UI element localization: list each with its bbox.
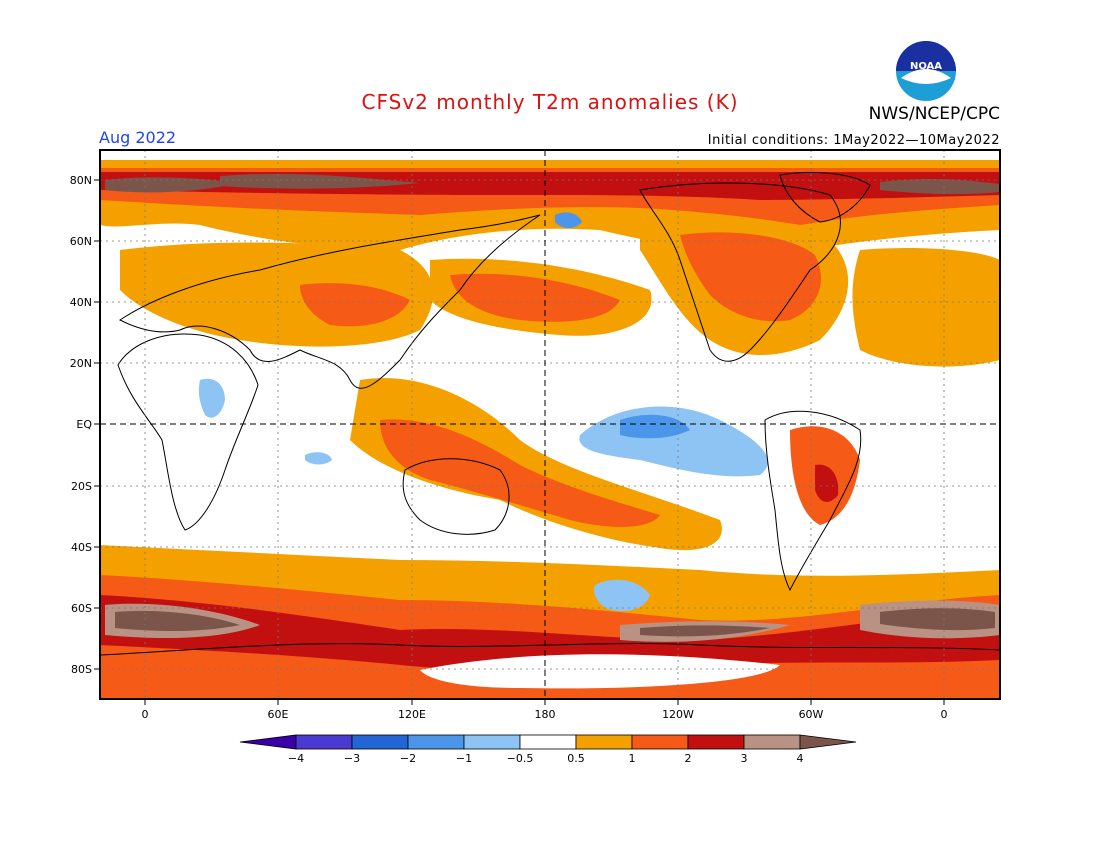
- lat-label: 20S: [71, 480, 92, 493]
- lat-label: 40N: [70, 296, 92, 309]
- lon-label: 120W: [662, 708, 694, 721]
- colorbar-swatch: [295, 734, 353, 750]
- initial-conditions: Initial conditions: 1May2022—10May2022: [707, 133, 1000, 148]
- colorbar-tick-label: 3: [741, 752, 748, 765]
- lat-label: 80S: [71, 663, 92, 676]
- southern-ocean-warm-4: [105, 600, 1000, 642]
- noaa-logo-icon: NOAA: [896, 41, 956, 101]
- colorbar-tick-label: 2: [685, 752, 692, 765]
- southern-ocean-warm-3: [100, 595, 1000, 671]
- lat-label: 20N: [70, 357, 92, 370]
- antarctica-outline: [100, 643, 1000, 656]
- colorbar-tick-label: −3: [344, 752, 360, 765]
- lon-label: 60W: [799, 708, 824, 721]
- south-america-warm-2: [815, 464, 839, 502]
- lat-label: EQ: [76, 418, 92, 431]
- colorbar-tick-label: 0.5: [567, 752, 585, 765]
- lon-label: 0: [941, 708, 948, 721]
- coastlines: [100, 171, 1000, 656]
- antarctic-neutral: [420, 654, 780, 689]
- lon-label: 120E: [398, 708, 426, 721]
- colorbar: −4 −3 −2 −1 −0.5 0.5 1 2 3 4: [239, 734, 857, 765]
- lat-label: 80N: [70, 174, 92, 187]
- colorbar-tick-label: 4: [797, 752, 804, 765]
- colorbar-max-arrow: [799, 734, 857, 750]
- equator-dateline: [100, 150, 1000, 699]
- africa-outline: [117, 333, 259, 531]
- lat-label: 40S: [71, 541, 92, 554]
- north-pacific-warm-2: [450, 273, 620, 322]
- colorbar-swatch: [407, 734, 465, 750]
- longitude-labels: 0 60E 120E 180 120W 60W 0: [142, 708, 948, 721]
- east-pacific-cool-2: [620, 414, 690, 439]
- colorbar-tick-label: −2: [400, 752, 416, 765]
- south-pacific-cool: [593, 579, 650, 612]
- colorbar-swatch: [743, 734, 801, 750]
- lon-label: 60E: [268, 708, 289, 721]
- colorbar-swatch: [351, 734, 409, 750]
- colorbar-min-arrow: [239, 734, 297, 750]
- arctic-warm-band-4: [105, 173, 1000, 195]
- colorbar-tick-label: −1: [456, 752, 472, 765]
- southern-ocean-warm-5: [115, 608, 995, 637]
- north-america-warm-2: [680, 232, 821, 322]
- australia-outline: [402, 458, 510, 535]
- map-title: CFSv2 monthly T2m anomalies (K): [361, 90, 739, 114]
- colorbar-swatch: [575, 734, 633, 750]
- forecast-month: Aug 2022: [99, 128, 177, 147]
- lat-label: 60N: [70, 235, 92, 248]
- colorbar-tick-label: 1: [629, 752, 636, 765]
- lon-label: 180: [535, 708, 556, 721]
- eurasia-warm-2: [300, 283, 410, 327]
- north-america-outline: [639, 182, 841, 362]
- maritime-continent-warm-2: [380, 419, 660, 527]
- colorbar-swatch: [519, 734, 577, 750]
- greenland-outline: [779, 171, 871, 223]
- arctic-cool: [555, 212, 582, 228]
- indian-ocean-cool: [305, 452, 332, 465]
- gridlines: [100, 150, 1000, 699]
- europe-asia-outline: [119, 214, 541, 389]
- east-africa-cool: [198, 378, 225, 418]
- tick-marks: [94, 179, 945, 705]
- colorbar-swatch: [687, 734, 745, 750]
- colorbar-tick-label: −4: [288, 752, 304, 765]
- latitude-labels: 80N 60N 40N 20N EQ 20S 40S 60S 80S: [70, 174, 93, 676]
- noaa-logo-text: NOAA: [910, 61, 942, 72]
- colorbar-tick-label: −0.5: [507, 752, 534, 765]
- colorbar-swatch: [463, 734, 521, 750]
- lon-label: 0: [142, 708, 149, 721]
- lat-label: 60S: [71, 602, 92, 615]
- north-atlantic-warm: [852, 248, 1000, 367]
- organization-label: NWS/NCEP/CPC: [868, 104, 1000, 124]
- colorbar-swatch: [631, 734, 689, 750]
- south-america-outline: [764, 410, 862, 592]
